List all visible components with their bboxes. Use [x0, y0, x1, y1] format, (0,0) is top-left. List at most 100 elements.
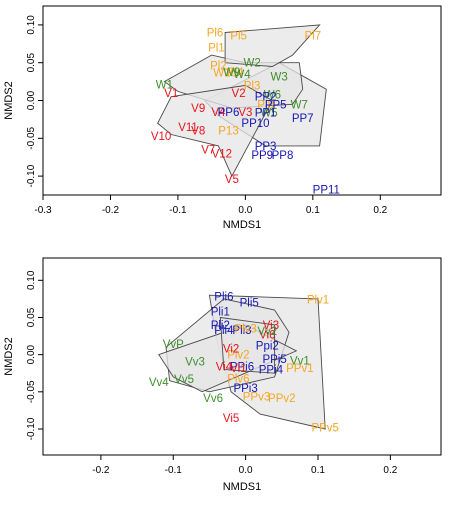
point-label: Vi5 — [223, 413, 239, 425]
point-label: Pl6 — [207, 28, 224, 40]
point-label: Vi4 — [216, 362, 233, 374]
point-label: Pli1 — [211, 307, 230, 319]
point-label: W1 — [156, 80, 173, 92]
point-label: Pl2 — [210, 61, 227, 73]
point-label: Pli4 — [214, 325, 234, 337]
point-label: Plv1 — [307, 295, 329, 307]
hull-polygon-3 — [219, 316, 276, 374]
y-tick-label: 0.10 — [26, 270, 37, 290]
point-label: PP1 — [255, 108, 277, 120]
point-label: Vi3 — [263, 320, 279, 332]
point-label: Vi1 — [230, 363, 246, 375]
point-label: PP6 — [218, 107, 240, 119]
point-label: PP8 — [272, 150, 294, 162]
y-tick-label: 0.10 — [26, 15, 37, 35]
point-label: Ppi2 — [256, 341, 279, 353]
x-tick-label: -0.1 — [165, 465, 183, 476]
point-label: Vv4 — [149, 377, 169, 389]
point-label: Vi2 — [223, 344, 239, 356]
point-label: PPi3 — [233, 383, 257, 395]
point-label: PPi6 — [230, 362, 254, 374]
point-label: PP7 — [292, 113, 314, 125]
point-label: V7 — [201, 145, 215, 157]
x-tick-label: 0.2 — [383, 465, 397, 476]
y-axis-label: NMDS2 — [3, 337, 15, 376]
point-label: PP10 — [241, 118, 269, 130]
point-label: V10 — [151, 131, 171, 143]
hull-polygon-3 — [224, 24, 321, 67]
point-label: V11 — [178, 122, 198, 134]
x-tick-label: 0.0 — [238, 205, 252, 216]
x-axis-label: NMDS1 — [223, 481, 262, 493]
point-label: V12 — [212, 148, 232, 160]
y-tick-label: -0.05 — [26, 126, 37, 149]
point-label: W3 — [270, 71, 287, 83]
x-tick-label: 0.1 — [311, 465, 325, 476]
point-label: Pl1 — [208, 43, 225, 55]
point-label: PPv1 — [286, 363, 314, 375]
point-label: V3 — [238, 107, 252, 119]
y-tick-label: -0.10 — [26, 417, 37, 440]
point-label: PPv2 — [268, 393, 296, 405]
x-tick-label: 0.0 — [239, 465, 253, 476]
point-label: Plv3 — [234, 324, 256, 336]
point-label: W2 — [243, 58, 260, 70]
point-label: V9 — [191, 103, 205, 115]
y-tick-label: 0.05 — [26, 307, 37, 327]
y-axis-label: NMDS2 — [3, 81, 15, 120]
point-label: Vv1 — [290, 356, 310, 368]
plot-frame — [42, 257, 442, 456]
point-label: P13 — [218, 126, 238, 138]
point-label: Plv6 — [227, 373, 249, 385]
point-label: Pli2 — [211, 320, 230, 332]
x-tick-label: -0.3 — [34, 205, 52, 216]
point-label: VvP — [163, 339, 184, 351]
point-label: V2 — [232, 88, 246, 100]
point-label: PP9 — [251, 150, 273, 162]
y-tick-label: -0.10 — [26, 164, 37, 187]
point-label: V1 — [164, 88, 178, 100]
x-tick-label: 0.1 — [306, 205, 320, 216]
y-tick-label: 0.00 — [26, 344, 37, 364]
point-label: Vv3 — [185, 356, 205, 368]
point-label: V5 — [225, 174, 239, 186]
point-label: W10 — [213, 68, 237, 80]
point-label: PPv3 — [243, 391, 271, 403]
point-label: Vv2 — [257, 326, 277, 338]
x-tick-label: 0.2 — [373, 205, 387, 216]
point-label: Vi6 — [259, 330, 275, 342]
point-label: Pl3 — [244, 80, 261, 92]
x-tick-label: -0.2 — [102, 205, 120, 216]
point-label: Pl5 — [230, 31, 247, 43]
point-label: W5 — [260, 108, 277, 120]
y-tick-label: 0.00 — [26, 90, 37, 110]
point-label: W9 — [223, 67, 240, 79]
point-label: Vv5 — [174, 374, 194, 386]
point-label: PP2 — [255, 92, 277, 104]
y-tick-label: 0.05 — [26, 53, 37, 73]
point-label: PP5 — [265, 99, 287, 111]
point-label: V4 — [211, 107, 226, 119]
point-label: W4 — [233, 69, 251, 81]
x-axis-label: NMDS1 — [223, 219, 262, 231]
hull-polygon-2 — [157, 84, 274, 178]
point-label: PPi5 — [262, 354, 286, 366]
point-label: Plv2 — [227, 350, 249, 362]
point-label: Pli5 — [240, 298, 259, 310]
x-tick-label: -0.1 — [169, 205, 187, 216]
point-label: PP3 — [255, 141, 277, 153]
point-label: Pl4 — [227, 67, 244, 79]
point-label: Pli6 — [214, 292, 233, 304]
y-tick-label: -0.05 — [26, 380, 37, 403]
point-label: PP11 — [313, 185, 340, 197]
point-label: PPv5 — [311, 423, 339, 435]
point-label: W6 — [264, 90, 281, 102]
point-label: Pl7 — [304, 31, 321, 43]
point-label: PPi4 — [259, 365, 284, 377]
point-label: Pli3 — [232, 325, 251, 337]
point-label: Pl8 — [257, 99, 274, 111]
point-label: W7 — [291, 99, 308, 111]
